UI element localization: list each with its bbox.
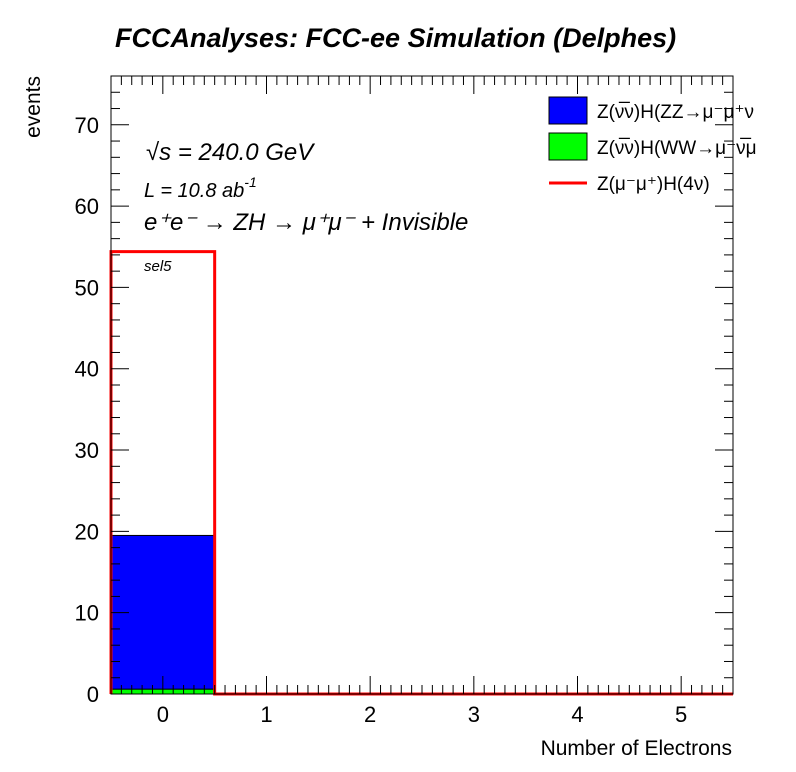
- x-tick-label-5: 5: [675, 702, 687, 727]
- legend-swatch-zz: [548, 96, 588, 125]
- y-tick-label-50: 50: [75, 275, 99, 300]
- x-axis-label: Number of Electrons: [541, 737, 732, 760]
- x-tick-label-3: 3: [468, 702, 480, 727]
- legend-label-4nu: Z(μ⁻μ⁺)H(4ν): [597, 174, 710, 195]
- x-tick-label-4: 4: [571, 702, 583, 727]
- legend: Z(ν̅ν)H(ZZ→μ⁻μ⁺ν Z(ν̅ν)H(WW→μ⁻ν̅μ Z(μ⁻μ⁺…: [548, 96, 757, 195]
- energy-annotation: √s = 240.0 GeV: [146, 139, 315, 166]
- process-annotation: e⁺e⁻ → ZH → μ⁺μ⁻ + Invisible: [144, 209, 468, 236]
- luminosity-annotation: L = 10.8 ab-1: [144, 174, 257, 202]
- y-tick-label-0: 0: [87, 682, 99, 707]
- legend-label-zz: Z(ν̅ν)H(ZZ→μ⁻μ⁺ν: [597, 102, 754, 123]
- y-tick-label-10: 10: [75, 601, 99, 626]
- y-axis-label: events: [22, 76, 45, 138]
- y-tick-label-30: 30: [75, 438, 99, 463]
- x-tick-label-2: 2: [364, 702, 376, 727]
- chart-title: FCCAnalyses: FCC-ee Simulation (Delphes): [115, 23, 676, 53]
- y-tick-label-70: 70: [75, 113, 99, 138]
- plot-fill-layer: [110, 534, 216, 695]
- x-tick-label-0: 0: [157, 702, 169, 727]
- axis-ticks: [110, 75, 734, 695]
- selection-label: sel5: [144, 258, 172, 275]
- y-tick-label-60: 60: [75, 194, 99, 219]
- y-tick-label-20: 20: [75, 519, 99, 544]
- legend-label-ww: Z(ν̅ν)H(WW→μ⁻ν̅μ: [597, 138, 757, 159]
- axis-tick-labels: 0 10 20 30 40 50 60 70 0 1 2 3 4 5: [75, 113, 688, 727]
- x-tick-label-1: 1: [260, 702, 272, 727]
- y-tick-label-40: 40: [75, 357, 99, 382]
- legend-swatch-ww: [548, 132, 588, 161]
